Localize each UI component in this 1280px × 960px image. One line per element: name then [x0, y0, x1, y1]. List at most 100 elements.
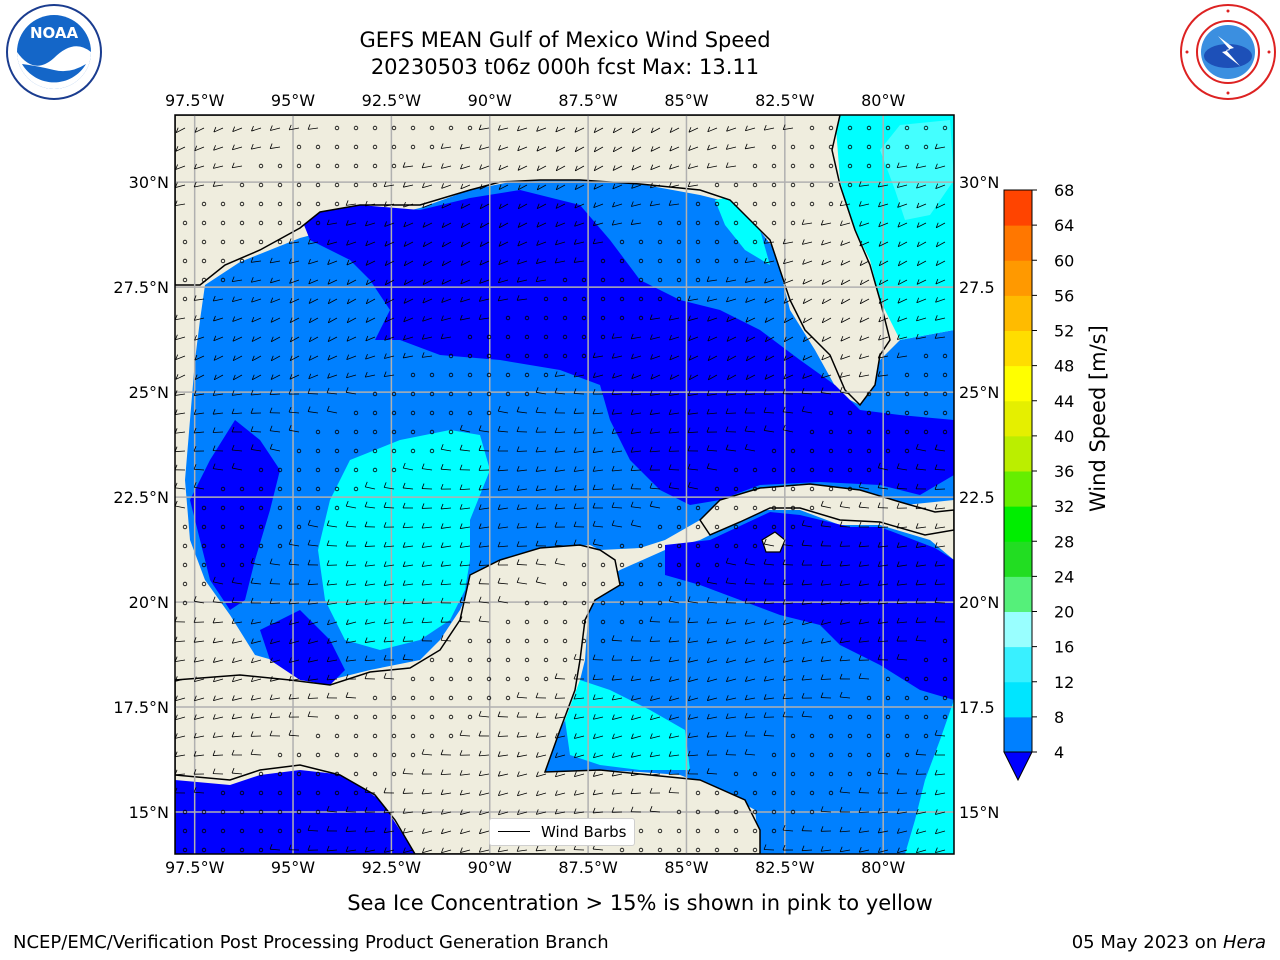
wind-barb [687, 750, 699, 757]
wind-barb [688, 335, 699, 341]
wind-barb-calm [372, 733, 378, 739]
wind-barb [364, 846, 376, 853]
wind-barb [441, 847, 452, 854]
wind-barb [706, 750, 718, 756]
wind-barb [630, 770, 642, 777]
colorbar-tick-label: 16 [1054, 638, 1074, 657]
wind-barb-calm [771, 828, 777, 834]
wind-barb-calm [505, 391, 511, 397]
wind-barb [934, 597, 946, 604]
wind-barb-calm [524, 638, 530, 644]
wind-barb [555, 221, 566, 228]
wind-barb [630, 428, 642, 434]
wind-barb [383, 787, 395, 794]
wind-barb-calm [277, 239, 283, 245]
wind-barb-calm [353, 182, 359, 188]
wind-barb [839, 637, 851, 644]
wind-barb [421, 635, 433, 642]
wind-barb [573, 771, 585, 778]
wind-barb-calm [296, 505, 302, 511]
wind-barb [478, 425, 490, 433]
wind-barb-calm [220, 847, 226, 853]
wind-barb [782, 675, 794, 682]
wind-barb-calm [752, 220, 758, 226]
sea-ice-note: Sea Ice Concentration > 15% is shown in … [347, 891, 933, 915]
wind-barb-calm [676, 505, 682, 511]
wind-barb [364, 541, 376, 547]
wind-barb-calm [790, 201, 796, 207]
wind-barb [346, 259, 357, 266]
wind-barb [212, 181, 224, 187]
lon-label-bottom: 95°W [271, 858, 315, 877]
wind-barb [896, 768, 908, 775]
wind-barb-calm [619, 315, 625, 321]
wind-barb [839, 826, 851, 833]
wind-barb [517, 240, 528, 247]
wind-barb [516, 771, 528, 777]
wind-barb [782, 406, 794, 414]
wind-barb [440, 503, 452, 510]
wind-barb [365, 220, 376, 227]
land-florida [175, 115, 891, 407]
wind-barb-calm [771, 144, 777, 150]
wind-barb [706, 427, 718, 433]
wind-barb [897, 241, 908, 248]
wind-barb-calm [942, 353, 948, 359]
lon-label-top: 95°W [271, 91, 315, 110]
wind-barb [365, 335, 376, 342]
wind-barb [801, 711, 813, 718]
wind-barb [877, 482, 889, 490]
wind-barb [573, 539, 585, 547]
wind-barb [763, 730, 775, 737]
map-frame [174, 114, 955, 855]
wind-barb-calm [695, 239, 701, 245]
wind-barb-calm [334, 448, 340, 454]
wind-barb-calm [657, 600, 663, 606]
wind-barb [858, 655, 870, 661]
wind-barb-calm [467, 638, 473, 644]
wind-barb [783, 298, 794, 304]
wind-barb [345, 806, 357, 813]
wind-barb [668, 636, 680, 643]
wind-barb-calm [714, 828, 720, 834]
wind-barb-calm [448, 125, 454, 131]
wind-barb [934, 561, 946, 567]
wind-barb [440, 635, 452, 642]
wind-barb [763, 125, 775, 131]
wind-barb-calm [239, 486, 245, 492]
wind-barb [821, 279, 832, 285]
wind-barb [744, 619, 756, 625]
wind-barb-calm [733, 220, 739, 226]
wind-barb-calm [201, 258, 207, 264]
wind-barb [555, 165, 566, 172]
wind-barb [783, 317, 794, 324]
wind-barb [726, 355, 737, 362]
wind-barb [250, 444, 262, 452]
wind-barb [592, 714, 604, 720]
legend: Wind Barbs [489, 818, 635, 846]
wind-barb-calm [695, 543, 701, 549]
wind-barb [345, 599, 357, 605]
wind-barb-calm [334, 733, 340, 739]
lon-label-bottom: 80°W [861, 858, 905, 877]
wind-barb-calm [201, 543, 207, 549]
wind-barb [687, 163, 699, 169]
wind-barb [630, 447, 642, 453]
wind-barb-calm [942, 391, 948, 397]
wind-barb [193, 390, 205, 396]
wind-barb-calm [505, 372, 511, 378]
wind-barb-calm [923, 125, 929, 131]
wind-barb [897, 316, 908, 322]
wind-barb-calm [752, 847, 758, 853]
wind-barb-calm [201, 239, 207, 245]
wind-barb [782, 388, 794, 395]
wind-barb [630, 675, 642, 682]
wind-barb-calm [866, 752, 872, 758]
wind-barb [554, 673, 566, 680]
wind-barb [744, 748, 756, 756]
wind-barb [612, 146, 623, 153]
wind-barb-calm [695, 562, 701, 568]
wind-barb [592, 388, 604, 395]
wind-barb [763, 657, 775, 663]
wind-barb-calm [828, 410, 834, 416]
